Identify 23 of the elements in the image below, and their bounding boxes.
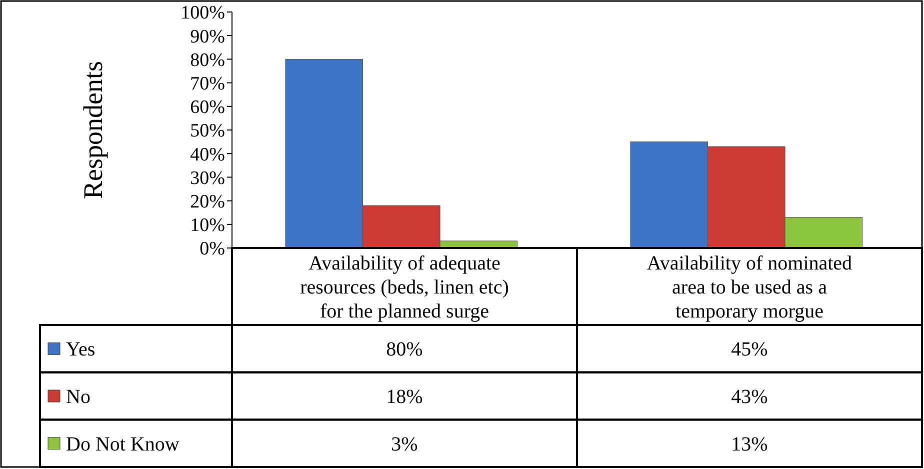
y-tick-label: 50% [190, 120, 226, 142]
y-tick-label: 80% [190, 50, 226, 71]
y-tick-label: 40% [190, 144, 226, 166]
data-label: 80% [386, 338, 423, 361]
data-label: 18% [386, 386, 423, 408]
y-tick-label: 30% [190, 168, 226, 189]
y-tick-label: 60% [190, 97, 226, 118]
y-axis-title: Respondents [78, 61, 108, 199]
y-tick-label: 0% [200, 238, 226, 260]
y-tick-label: 70% [190, 73, 226, 94]
data-label: 43% [731, 386, 768, 408]
y-tick-label: 10% [190, 215, 226, 236]
data-label: 13% [731, 433, 768, 456]
y-tick-label: 100% [180, 2, 226, 24]
legend-label: No [66, 386, 90, 408]
y-tick-label: 90% [190, 26, 226, 48]
legend-label: Yes [66, 338, 96, 361]
y-tick-label: 20% [190, 191, 226, 212]
data-label: 3% [391, 433, 418, 456]
x-tick-label: Availability of adequate resources (beds, linen etc) for the planned surge [300, 252, 509, 322]
data-label: 45% [731, 338, 768, 361]
legend-label: Do Not Know [66, 433, 180, 456]
x-tick-label: Availability of nominated area to be used as a temporary morgue [646, 252, 852, 322]
